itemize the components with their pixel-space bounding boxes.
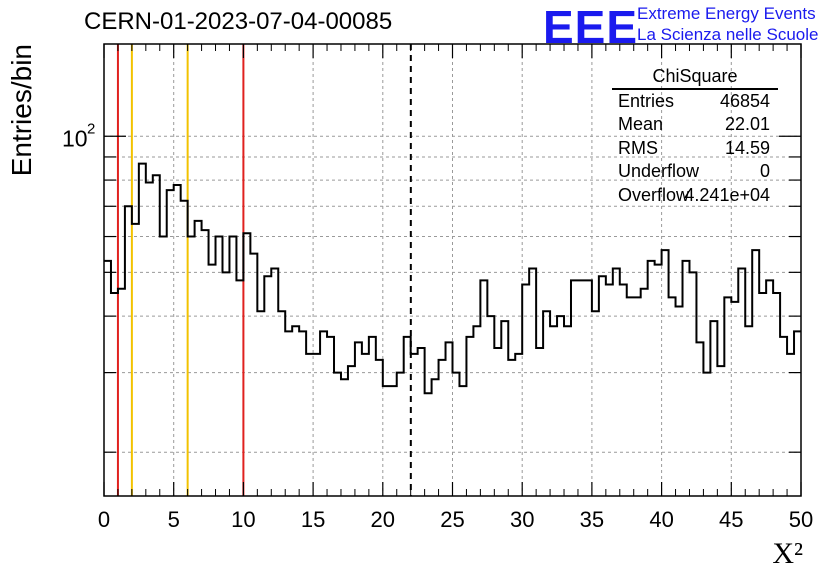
axis-ticks — [103, 44, 802, 496]
stat-value: 0 — [759, 161, 770, 182]
x-tick-label: 10 — [231, 507, 255, 532]
stat-name: RMS — [618, 137, 658, 158]
x-tick-label: 45 — [719, 507, 743, 532]
stat-value: 46854 — [719, 91, 770, 111]
x-tick-label: 0 — [98, 507, 110, 532]
stat-name: Mean — [618, 114, 664, 135]
stat-name: Overflow — [618, 184, 690, 205]
logo-caption-line-1: Extreme Energy Events — [637, 4, 816, 23]
x-tick-label: 20 — [371, 507, 395, 532]
stats-row: Entries 46854 — [612, 91, 778, 114]
x-tick-label: 30 — [510, 507, 534, 532]
y-tick-label: 10 2 — [62, 120, 95, 151]
stats-box: ChiSquare Entries 46854 Mean 22.01 RMS 1… — [612, 66, 778, 208]
eee-logo: EEE — [543, 1, 639, 53]
stats-row: RMS 14.59 — [612, 138, 778, 161]
marker-lines — [116, 44, 412, 496]
stat-name: Entries — [618, 91, 675, 111]
y-tick-exponent: 2 — [87, 120, 95, 137]
x-tick-label: 15 — [301, 507, 325, 532]
stat-value: 22.01 — [724, 114, 770, 135]
stat-value: 4.241e+04 — [684, 184, 770, 205]
stats-title: ChiSquare — [612, 66, 778, 90]
run-title: CERN-01-2023-07-04-00085 — [84, 8, 393, 35]
stats-row: Mean 22.01 — [612, 114, 778, 137]
x-axis-label: X² — [772, 537, 803, 570]
x-tick-labels: 0 5 10 15 20 25 30 35 40 45 50 — [98, 507, 813, 532]
stats-row: Overflow 4.241e+04 — [612, 185, 778, 208]
stats-row: Underflow 0 — [612, 161, 778, 184]
x-tick-label: 5 — [168, 507, 180, 532]
histogram-line — [104, 162, 801, 395]
x-tick-label: 25 — [440, 507, 464, 532]
stat-value: 14.59 — [724, 137, 770, 158]
logo-caption-line-2: La Scienza nelle Scuole — [637, 25, 819, 44]
y-tick-base: 10 — [62, 125, 88, 151]
stat-name: Underflow — [618, 161, 700, 182]
x-tick-label: 50 — [789, 507, 813, 532]
x-tick-label: 35 — [580, 507, 604, 532]
y-axis-label: Entries/bin — [6, 44, 37, 176]
x-tick-label: 40 — [649, 507, 673, 532]
histogram — [104, 162, 801, 395]
